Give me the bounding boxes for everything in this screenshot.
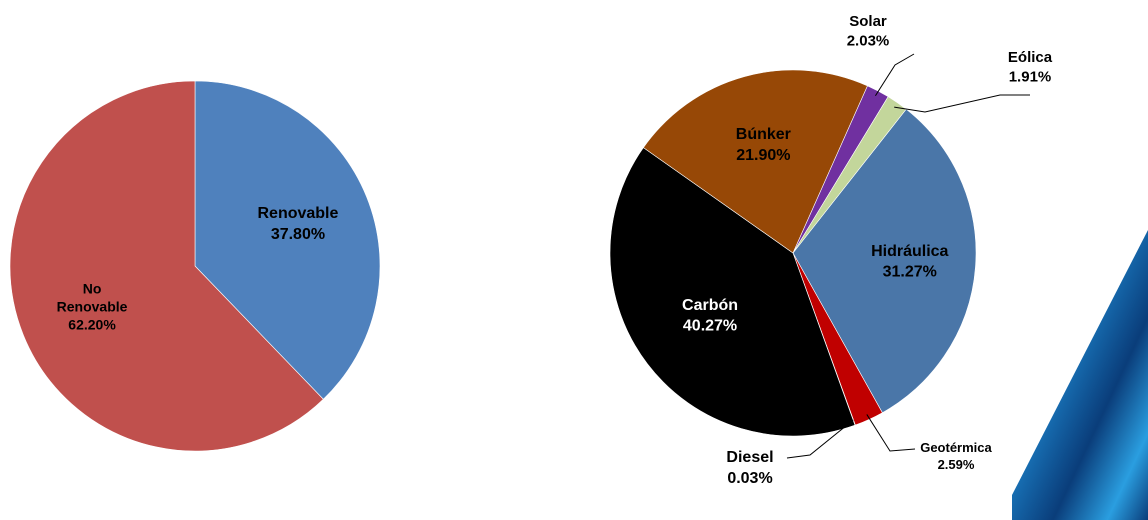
data-label-carbon: Carbón 40.27% — [682, 297, 738, 335]
pie-slice-no-renovable — [9, 80, 324, 452]
leader-line-diesel — [786, 419, 854, 459]
corner-decoration — [1012, 230, 1148, 520]
leader-line-geotermica — [866, 414, 916, 452]
data-label-bunker: Búnker 21.90% — [736, 126, 791, 164]
data-label-hidraulica: Hidráulica 31.27% — [871, 243, 948, 281]
data-label-eolica: Eólica 1.91% — [1008, 49, 1053, 86]
data-label-no-renovable: No Renovable 62.20% — [57, 280, 128, 332]
leader-line-solar — [875, 53, 915, 97]
pie-chart-sources: Hidráulica 31.27% Geotérmica 2.59% Diesel 0.0… — [609, 13, 1053, 487]
pie-chart-renewable: Renovable 37.80% No Renovable 62.20% — [9, 80, 381, 452]
pie-slice-hidraulica — [792, 108, 977, 414]
pie-slice-renovable — [194, 80, 381, 400]
leader-line-eolica — [894, 94, 1030, 113]
data-label-diesel: Diesel 0.03% — [726, 449, 773, 487]
pie-slice-carbon — [609, 147, 856, 437]
pie-slice-bunker — [642, 69, 868, 254]
data-label-renovable: Renovable 37.80% — [257, 205, 338, 243]
data-label-solar: Solar 2.03% — [847, 13, 890, 50]
data-label-geotermica: Geotérmica 2.59% — [920, 440, 992, 472]
